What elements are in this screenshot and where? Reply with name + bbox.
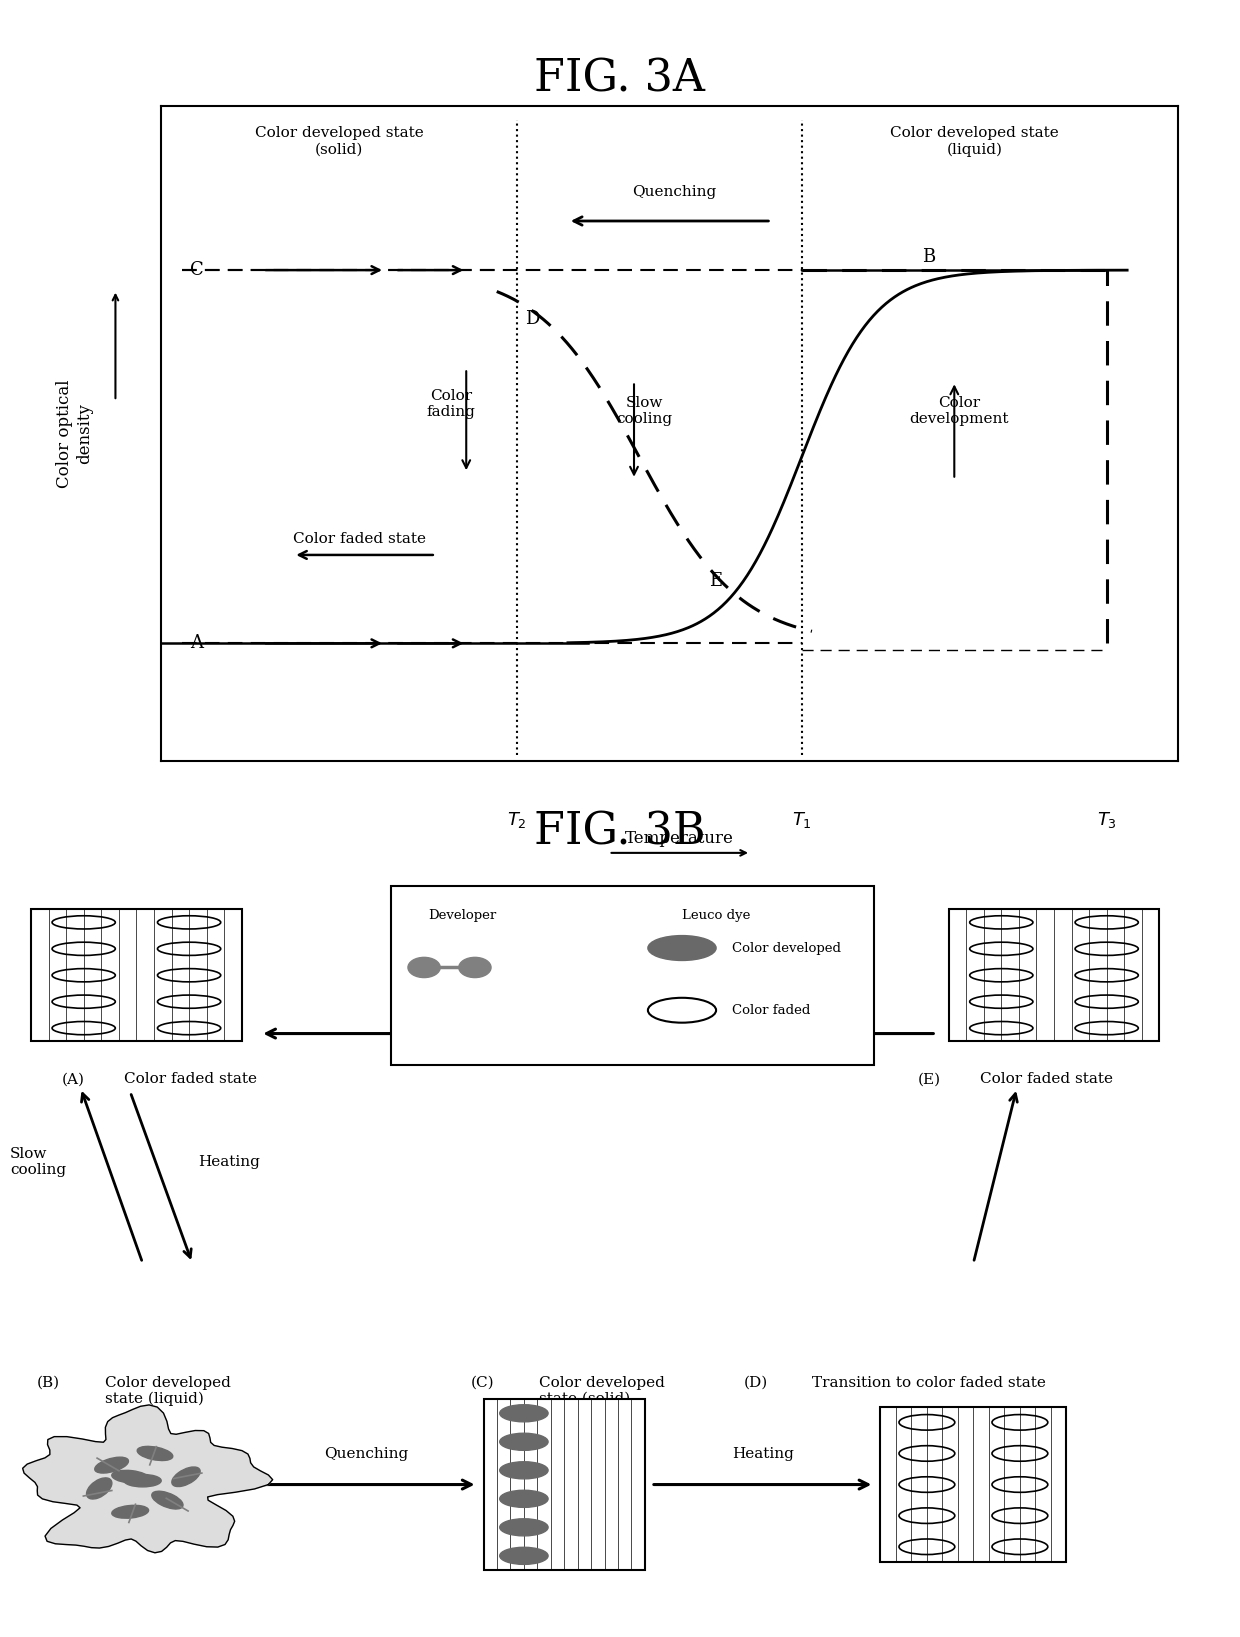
Text: Developer: Developer: [428, 909, 496, 922]
Text: (D): (D): [744, 1375, 769, 1390]
Text: Transition to color faded state: Transition to color faded state: [812, 1375, 1047, 1390]
Ellipse shape: [87, 1478, 112, 1499]
Ellipse shape: [112, 1470, 149, 1483]
Bar: [949, 909, 1159, 1041]
Bar: [880, 1406, 1066, 1562]
FancyBboxPatch shape: [391, 886, 874, 1064]
Text: B: B: [923, 249, 935, 265]
Text: Temperature: Temperature: [625, 830, 734, 846]
Text: Color faded state: Color faded state: [124, 1072, 257, 1087]
Text: Color developed
state (liquid): Color developed state (liquid): [105, 1375, 232, 1406]
Text: (A): (A): [62, 1072, 86, 1087]
Text: Color developed: Color developed: [732, 941, 841, 954]
Ellipse shape: [500, 1434, 548, 1450]
Text: Color faded state: Color faded state: [293, 532, 427, 545]
Text: Color
fading: Color fading: [427, 390, 475, 419]
Text: Color developed
state (solid): Color developed state (solid): [539, 1375, 666, 1406]
Text: Quenching: Quenching: [324, 1447, 408, 1462]
Text: D: D: [526, 311, 539, 327]
Text: Color developed state
(liquid): Color developed state (liquid): [890, 126, 1059, 157]
Ellipse shape: [500, 1519, 548, 1536]
Text: Leuco dye: Leuco dye: [682, 909, 750, 922]
Polygon shape: [22, 1405, 273, 1554]
Bar: [484, 1400, 645, 1570]
Text: (E): (E): [918, 1072, 941, 1087]
Text: (C): (C): [471, 1375, 495, 1390]
Text: Color faded state: Color faded state: [980, 1072, 1112, 1087]
Ellipse shape: [500, 1547, 548, 1565]
Bar: [31, 909, 242, 1041]
Text: Slow
cooling: Slow cooling: [616, 396, 672, 426]
Text: A: A: [190, 635, 203, 652]
Text: FIG. 3B: FIG. 3B: [534, 810, 706, 853]
Ellipse shape: [151, 1491, 184, 1509]
Text: Color optical
density: Color optical density: [57, 380, 93, 488]
Ellipse shape: [124, 1475, 161, 1486]
Text: Color faded: Color faded: [732, 1003, 810, 1017]
Text: Heating: Heating: [732, 1447, 794, 1462]
Ellipse shape: [138, 1447, 172, 1460]
Ellipse shape: [647, 936, 717, 961]
Ellipse shape: [500, 1462, 548, 1478]
Ellipse shape: [112, 1506, 149, 1517]
Text: Quenching: Quenching: [632, 185, 717, 198]
Text: (B): (B): [37, 1375, 61, 1390]
Text: E: E: [709, 573, 722, 589]
Ellipse shape: [94, 1457, 129, 1473]
Text: $T_1$: $T_1$: [792, 810, 812, 830]
Circle shape: [408, 958, 440, 977]
Text: Color
development: Color development: [910, 396, 1009, 426]
Text: C: C: [190, 262, 203, 278]
Text: $T_3$: $T_3$: [1097, 810, 1117, 830]
Text: Slow
cooling: Slow cooling: [10, 1148, 66, 1177]
Text: Heating: Heating: [198, 1154, 260, 1169]
Ellipse shape: [172, 1467, 200, 1486]
Text: Color developed state
(solid): Color developed state (solid): [254, 126, 424, 156]
Text: FIG. 3A: FIG. 3A: [534, 57, 706, 100]
Circle shape: [459, 958, 491, 977]
Ellipse shape: [500, 1405, 548, 1423]
Text: $T_2$: $T_2$: [507, 810, 527, 830]
Ellipse shape: [500, 1490, 548, 1508]
Text: Cooling: Cooling: [569, 1049, 634, 1066]
